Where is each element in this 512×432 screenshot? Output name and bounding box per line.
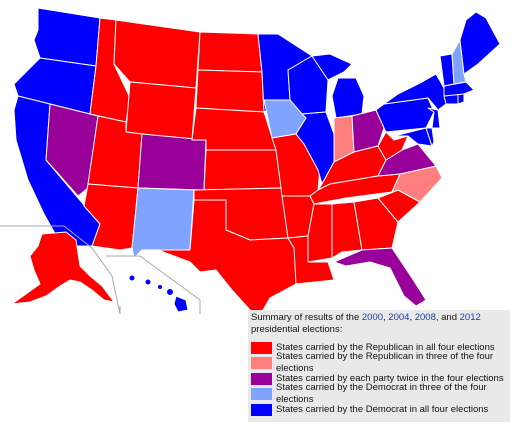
state-alaska: [10, 231, 116, 305]
legend-year-2008-link[interactable]: 2008: [414, 312, 436, 323]
legend-label: States carried by the Republican in thre…: [276, 351, 494, 375]
legend-swatch: [251, 357, 272, 370]
legend-swatch: [251, 372, 272, 385]
state-north-dakota: [197, 31, 263, 73]
state-georgia: [353, 197, 399, 251]
legend-label: States carried by each party twice in th…: [276, 372, 504, 384]
state-michigan: [331, 77, 365, 119]
insets-layer: [10, 231, 189, 313]
legend-label: States carried by the Democrat in all fo…: [276, 403, 489, 415]
state-wyoming: [125, 81, 197, 141]
state-new-mexico: [131, 187, 195, 259]
inset-frames: [0, 225, 201, 315]
state-washington: [33, 7, 101, 67]
state-florida: [333, 247, 427, 307]
legend-year-2004-link[interactable]: 2004: [388, 312, 410, 323]
legend-title-separator: ,: [409, 312, 415, 323]
legend-label: States carried by the Republican in all …: [276, 341, 495, 353]
state-kansas: [203, 149, 283, 191]
legend-row-rep-three-of-four: States carried by the Republican in thre…: [251, 351, 508, 374]
state-illinois: [295, 111, 335, 185]
legend-row-dem-three-of-four: States carried by the Democrat in three …: [251, 382, 508, 405]
state-rhode-island: [457, 93, 465, 105]
legend-row-dem-all-four: States carried by the Democrat in all fo…: [251, 402, 508, 418]
state-new-hampshire: [451, 39, 467, 85]
legend-title: Summary of results of the 2000, 2004, 20…: [251, 312, 508, 336]
legend-year-2000-link[interactable]: 2000: [361, 312, 384, 323]
legend-title-separator: ,: [383, 312, 389, 323]
alaska-inset-frame: [0, 225, 121, 315]
state-montana: [113, 19, 201, 89]
legend-swatch: [251, 403, 272, 416]
hawaii-inset-frame: [106, 255, 201, 314]
state-michigan-upper: [311, 53, 353, 81]
legend-swatch: [251, 341, 272, 354]
state-maryland: [393, 127, 433, 147]
legend-title-suffix: presidential elections:: [251, 324, 343, 335]
hawaii-island-maui: [166, 288, 174, 296]
hawaii-island-oahu: [144, 278, 152, 286]
state-delaware: [425, 127, 435, 147]
legend-label: States carried by the Democrat in three …: [276, 382, 487, 406]
hawaii-island-molokai: [157, 284, 163, 290]
hawaii-island-big-island: [173, 295, 189, 313]
state-alabama: [331, 201, 363, 259]
state-new-jersey: [427, 107, 441, 129]
legend-title-prefix: Summary of results of the: [251, 312, 362, 323]
legend-row-split-two-each: States carried by each party twice in th…: [251, 371, 508, 387]
legend-title-separator: , and: [435, 312, 460, 323]
state-south-dakota: [195, 69, 265, 113]
legend-year-2012-link[interactable]: 2012: [459, 312, 481, 323]
legend-row-rep-all-four: States carried by the Republican in all …: [251, 340, 508, 356]
legend-swatch: [251, 388, 272, 401]
hawaii-island-kauai: [128, 274, 136, 282]
states-layer: [13, 7, 501, 323]
state-ohio: [351, 109, 385, 153]
state-colorado: [137, 133, 207, 191]
state-maine: [459, 11, 501, 75]
map-legend: Summary of results of the 2000, 2004, 20…: [248, 310, 510, 422]
state-hawaii: [128, 274, 189, 313]
